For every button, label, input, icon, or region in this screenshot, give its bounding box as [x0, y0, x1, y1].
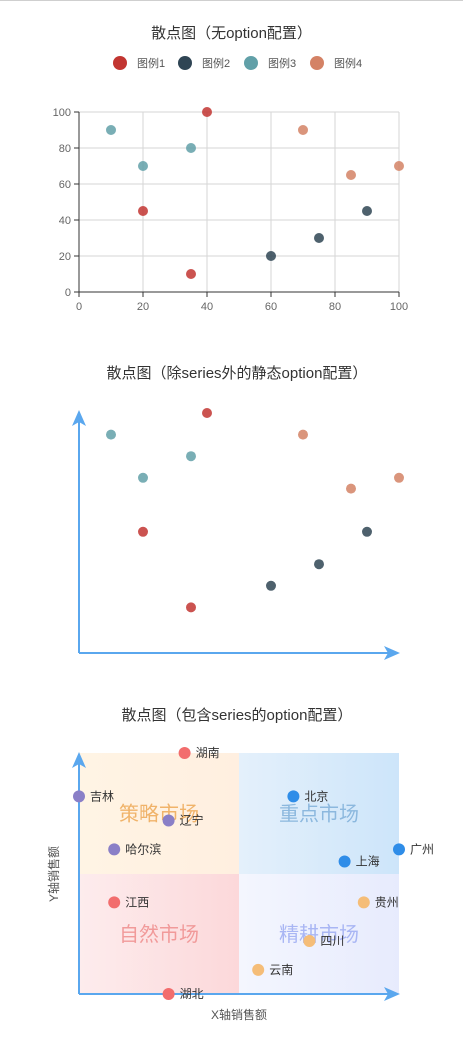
- y-axis-arrow: [72, 752, 86, 768]
- scatter-point[interactable]: [108, 843, 121, 856]
- scatter-point[interactable]: [202, 408, 212, 418]
- x-tick-label: 100: [390, 301, 408, 313]
- scatter-point[interactable]: [298, 125, 308, 135]
- scatter-point[interactable]: [287, 790, 300, 803]
- zone-top-left: [79, 753, 239, 874]
- x-tick-label: 20: [137, 301, 149, 313]
- scatter-point[interactable]: [346, 483, 356, 494]
- chart-title: 散点图（包含series的option配置）: [122, 707, 353, 724]
- y-axis-title: Y轴销售额: [46, 846, 61, 902]
- data-points: [106, 408, 404, 613]
- data-points: [106, 107, 404, 279]
- scatter-point[interactable]: [314, 233, 324, 243]
- legend-marker[interactable]: [310, 56, 324, 70]
- y-tick-label: 100: [53, 107, 71, 119]
- legend-marker[interactable]: [178, 56, 192, 70]
- scatter-point[interactable]: [106, 429, 116, 440]
- point-label: 湖南: [196, 745, 220, 760]
- zone-label: 策略市场: [119, 803, 199, 826]
- x-axis-title: X轴销售额: [211, 1007, 267, 1022]
- zone-label: 自然市场: [119, 923, 199, 946]
- top-divider: [0, 0, 463, 1]
- point-label: 广州: [410, 842, 434, 856]
- x-axis-arrow: [384, 646, 400, 660]
- x-tick-label: 40: [201, 301, 213, 313]
- point-label: 吉林: [90, 789, 114, 803]
- legend-label[interactable]: 图例3: [268, 56, 296, 70]
- y-tick-label: 80: [59, 143, 71, 155]
- scatter-point[interactable]: [394, 472, 404, 483]
- y-tick-label: 20: [59, 251, 71, 263]
- scatter-point[interactable]: [298, 429, 308, 440]
- scatter-point[interactable]: [202, 107, 212, 117]
- point-label: 江西: [125, 895, 149, 909]
- scatter-point[interactable]: [314, 559, 324, 570]
- scatter-point[interactable]: [266, 251, 276, 261]
- scatter-chart-basic: 散点图（无option配置） 图例1 图例2 图例3 图例4 0 20 40 60 80 100…: [53, 25, 409, 313]
- point-label: 辽宁: [180, 812, 204, 827]
- scatter-point[interactable]: [138, 206, 148, 216]
- scatter-chart-static-option: 散点图（除series外的静态option配置）: [72, 365, 404, 660]
- y-tick-label: 40: [59, 215, 71, 227]
- legend-marker[interactable]: [244, 56, 258, 70]
- scatter-point[interactable]: [108, 896, 121, 909]
- scatter-point[interactable]: [186, 143, 196, 153]
- zone-label: 重点市场: [279, 803, 359, 826]
- x-tick-label: 0: [76, 301, 82, 313]
- scatter-point[interactable]: [186, 451, 196, 462]
- scatter-point[interactable]: [162, 988, 175, 1000]
- legend-marker[interactable]: [113, 56, 127, 70]
- zone-top-right: [239, 753, 399, 874]
- scatter-point[interactable]: [138, 161, 148, 171]
- point-label: 上海: [356, 853, 380, 868]
- chart-title: 散点图（无option配置）: [151, 25, 312, 42]
- scatter-point[interactable]: [394, 161, 404, 171]
- zone-label: 精耕市场: [279, 923, 359, 946]
- chart-title: 散点图（除series外的静态option配置）: [107, 365, 368, 382]
- x-tick-label: 80: [329, 301, 341, 313]
- scatter-point[interactable]: [393, 843, 405, 856]
- zone-bottom-right: [239, 874, 399, 994]
- axes: [72, 410, 400, 660]
- point-label: 北京: [304, 789, 328, 803]
- scatter-point[interactable]: [346, 170, 356, 180]
- y-tick-label: 0: [65, 287, 71, 299]
- y-tick-label: 60: [59, 179, 71, 191]
- scatter-point[interactable]: [303, 934, 316, 947]
- grid: [78, 111, 400, 293]
- legend: 图例1 图例2 图例3 图例4: [113, 56, 362, 70]
- x-axis-arrow: [384, 987, 400, 1001]
- scatter-point[interactable]: [73, 790, 85, 803]
- point-label: 贵州: [375, 895, 399, 909]
- point-label: 湖北: [180, 986, 204, 1001]
- point-label: 四川: [320, 934, 344, 948]
- point-label: 哈尔滨: [125, 841, 161, 856]
- scatter-point[interactable]: [362, 526, 372, 537]
- scatter-point[interactable]: [357, 896, 370, 909]
- scatter-point[interactable]: [252, 963, 265, 976]
- axes: 0 20 40 60 80 100 0 20 40 60 80 100: [53, 107, 409, 313]
- legend-label[interactable]: 图例4: [334, 56, 362, 70]
- scatter-point[interactable]: [138, 526, 148, 537]
- scatter-point[interactable]: [106, 125, 116, 135]
- zone-bottom-left: [79, 874, 239, 994]
- x-tick-label: 60: [265, 301, 277, 313]
- scatter-point[interactable]: [162, 814, 175, 827]
- scatter-point[interactable]: [362, 206, 372, 216]
- point-label: 云南: [269, 962, 293, 977]
- scatter-point[interactable]: [186, 269, 196, 279]
- scatter-point[interactable]: [338, 855, 351, 868]
- scatter-point[interactable]: [266, 580, 276, 591]
- scatter-point[interactable]: [138, 472, 148, 483]
- legend-label[interactable]: 图例1: [137, 56, 165, 70]
- legend-label[interactable]: 图例2: [202, 56, 230, 70]
- y-axis-arrow: [72, 410, 86, 426]
- scatter-point[interactable]: [186, 602, 196, 613]
- scatter-point[interactable]: [178, 747, 191, 759]
